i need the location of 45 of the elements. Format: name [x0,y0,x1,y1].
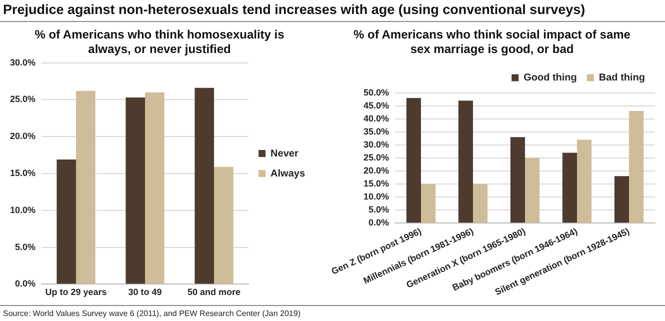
bar [629,111,644,223]
bar [214,166,234,284]
bar [458,100,473,223]
y-tick-label: 10.0% [10,204,36,215]
y-tick-label: 10.0% [363,192,389,202]
bar [194,88,214,284]
bar [576,140,592,223]
legend-label: Always [270,168,306,180]
y-tick-label: 45.0% [363,100,389,110]
bar [126,97,146,284]
bar [614,176,629,223]
y-tick-label: 25.0% [10,94,36,104]
x-tick-label: 50 and more [188,287,241,298]
legend-label: Never [270,148,298,160]
y-tick-label: 40.0% [363,113,389,124]
source-note: Source: World Values Survey wave 6 (2011), and PEW Research Center (Jan 2019) [3,309,300,318]
bar [406,98,421,223]
bar [420,184,436,223]
y-tick-label: 30.0% [363,139,389,150]
legend-label: Good thing [524,72,577,84]
y-tick-label: 15.0% [10,168,36,178]
y-tick-label: 30.0% [10,57,36,68]
y-tick-label: 0.0% [368,218,389,228]
y-tick-label: 5.0% [368,204,389,215]
y-tick-label: 20.0% [10,131,36,142]
y-tick-label: 25.0% [363,152,389,162]
y-tick-label: 20.0% [363,165,389,176]
y-tick-label: 0.0% [15,278,36,289]
bar [562,152,577,223]
y-tick-label: 50.0% [363,87,389,98]
bar [524,158,540,223]
x-tick-label: Up to 29 years [45,287,107,298]
bar [145,92,164,284]
y-tick-label: 15.0% [363,178,389,188]
bar [510,137,525,223]
text: Prejudice against non-heterosexuals tend increases with age (using conventional surveys) [3,2,586,17]
bar [472,184,488,223]
y-tick-label: 5.0% [15,242,36,252]
legend-label: Bad thing [598,72,646,84]
chart-title: % of Americans who think homosexuality is always, or never justified [34,28,285,56]
x-tick-label: 30 to 49 [128,287,162,298]
y-tick-label: 35.0% [363,126,389,136]
bar [56,159,76,284]
chart-title: % of Americans who think social impact of same sex marriage is good, or bad [354,28,631,56]
bar [76,90,96,284]
